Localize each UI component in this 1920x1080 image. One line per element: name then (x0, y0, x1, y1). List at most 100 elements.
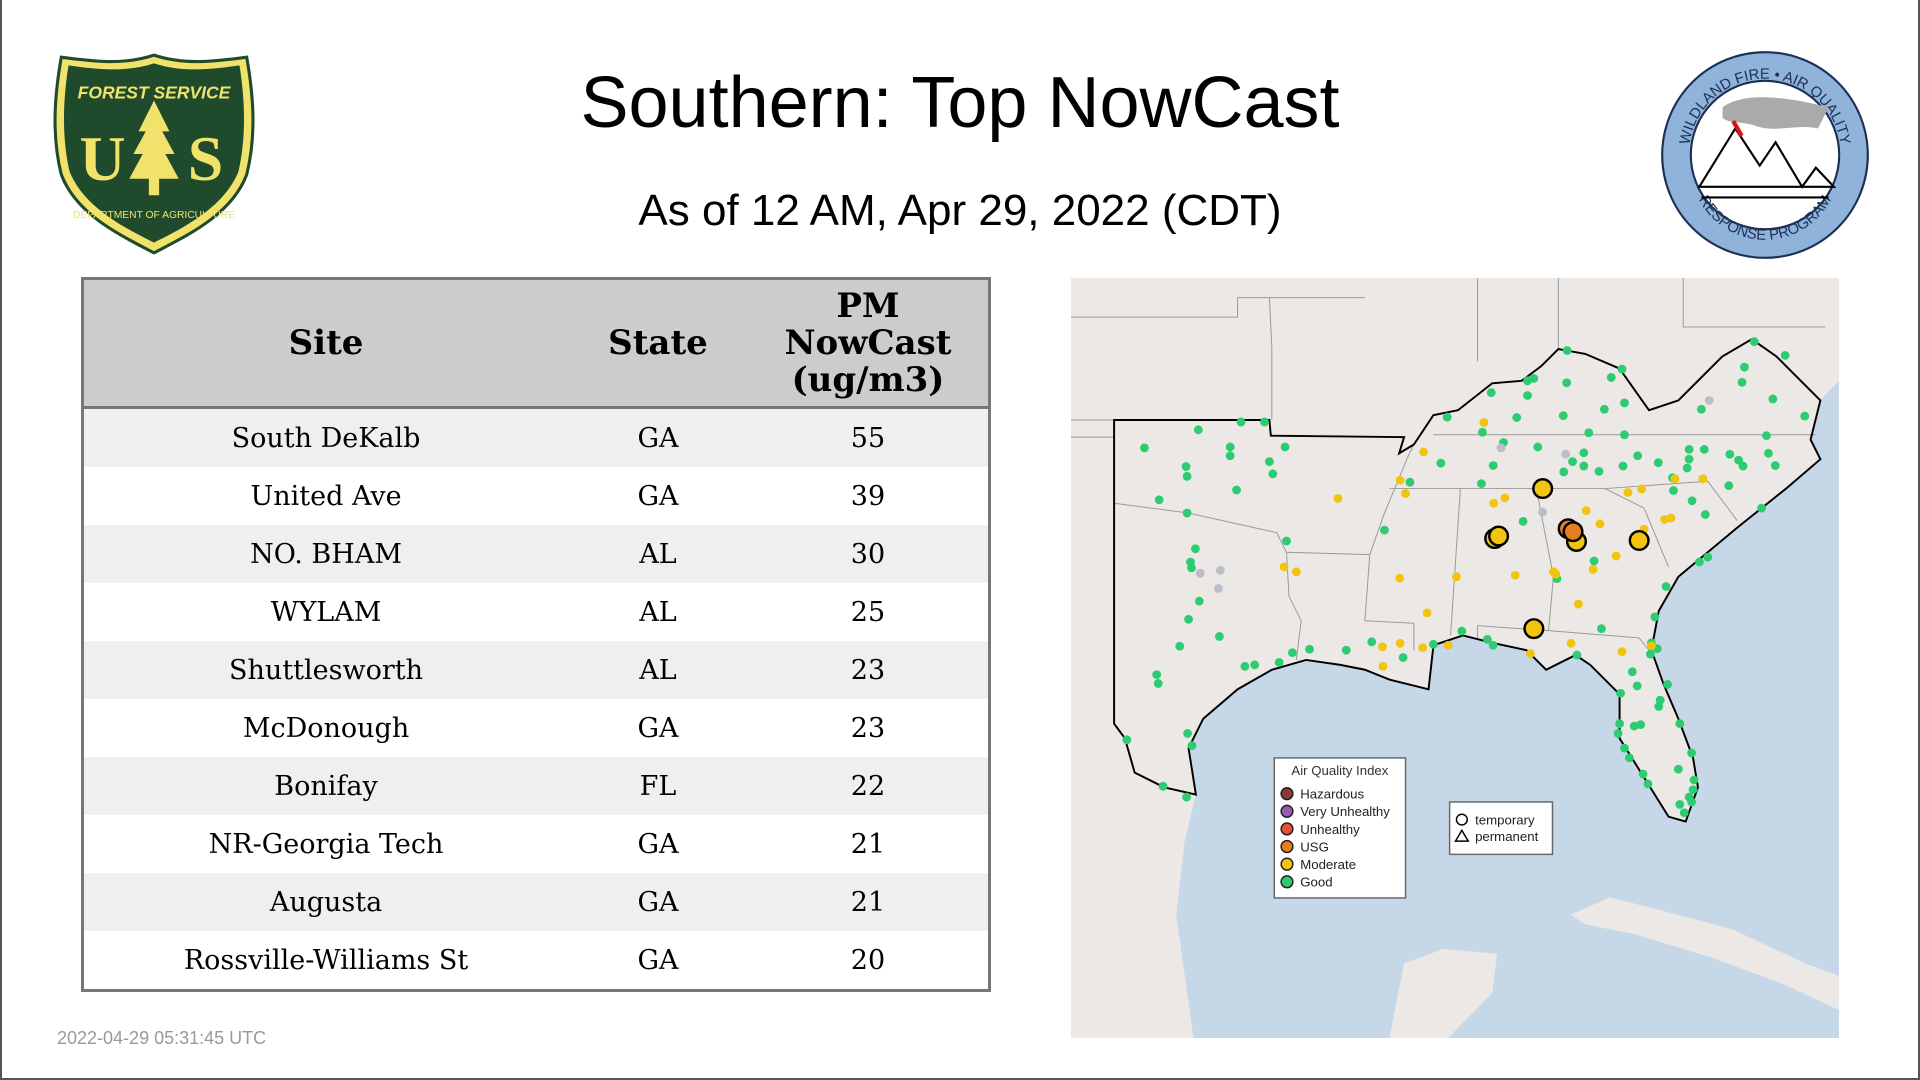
site-marker-good[interactable] (1687, 748, 1696, 758)
site-marker-good[interactable] (1562, 378, 1572, 388)
site-marker-moderate[interactable] (1378, 642, 1387, 652)
site-marker-moderate[interactable] (1422, 608, 1432, 618)
site-marker-good[interactable] (1442, 412, 1452, 422)
site-marker-good[interactable] (1558, 411, 1568, 421)
site-marker-good[interactable] (1663, 680, 1672, 689)
site-marker-good[interactable] (1512, 413, 1522, 422)
site-marker-good[interactable] (1158, 781, 1168, 791)
site-marker-moderate[interactable] (1378, 661, 1388, 671)
site-marker-moderate[interactable] (1500, 493, 1510, 503)
site-marker-good[interactable] (1699, 444, 1709, 454)
site-marker-good[interactable] (1762, 431, 1771, 441)
site-marker-good[interactable] (1187, 741, 1197, 751)
site-marker-good[interactable] (1800, 411, 1810, 421)
site-marker-moderate[interactable] (1647, 641, 1656, 651)
site-marker-good[interactable] (1488, 640, 1498, 650)
site-marker-no-data[interactable] (1704, 396, 1714, 405)
site-marker-good[interactable] (1618, 461, 1628, 471)
site-marker-good[interactable] (1341, 645, 1351, 655)
site-marker-moderate[interactable] (1479, 418, 1489, 427)
site-marker-moderate[interactable] (1670, 474, 1680, 484)
site-marker-good[interactable] (1700, 510, 1710, 519)
site-marker-moderate[interactable] (1611, 551, 1621, 561)
site-marker-good[interactable] (1638, 769, 1648, 779)
site-marker-moderate[interactable] (1279, 562, 1289, 572)
site-marker-good[interactable] (1687, 797, 1696, 807)
site-marker-good[interactable] (1780, 350, 1790, 360)
site-marker-good[interactable] (1154, 495, 1164, 505)
site-marker-good[interactable] (1486, 388, 1496, 397)
site-marker-no-data[interactable] (1496, 443, 1506, 453)
site-marker-good[interactable] (1757, 503, 1767, 513)
site-marker-good[interactable] (1632, 681, 1642, 691)
site-marker-moderate[interactable] (1395, 638, 1405, 648)
site-marker-moderate[interactable] (1291, 567, 1301, 577)
site-marker-good[interactable] (1654, 702, 1664, 711)
site-marker-good[interactable] (1579, 448, 1589, 458)
site-marker-good[interactable] (1225, 442, 1235, 452)
site-marker-good[interactable] (1669, 486, 1678, 495)
site-marker-good[interactable] (1152, 670, 1162, 680)
site-marker-good[interactable] (1579, 461, 1589, 471)
site-marker-good[interactable] (1568, 457, 1577, 467)
site-marker-moderate[interactable] (1526, 649, 1535, 658)
site-marker-good[interactable] (1613, 729, 1623, 738)
site-marker-good[interactable] (1274, 658, 1284, 667)
site-marker-good[interactable] (1305, 644, 1314, 654)
site-marker-good[interactable] (1615, 719, 1624, 729)
site-marker-moderate[interactable] (1698, 474, 1708, 484)
site-marker-good[interactable] (1703, 552, 1713, 562)
site-marker-good[interactable] (1518, 516, 1528, 526)
site-marker-good[interactable] (1183, 729, 1192, 738)
site-marker-good[interactable] (1653, 458, 1663, 468)
site-marker-good[interactable] (1650, 612, 1660, 622)
site-marker-good[interactable] (1181, 462, 1191, 471)
site-marker-good[interactable] (1589, 556, 1599, 566)
site-marker-good[interactable] (1478, 427, 1487, 437)
site-marker-good[interactable] (1687, 496, 1697, 506)
site-marker-good[interactable] (1737, 377, 1747, 387)
site-marker-good[interactable] (1597, 624, 1606, 634)
top-site-marker-moderate[interactable] (1532, 478, 1554, 500)
site-marker-moderate[interactable] (1510, 570, 1520, 580)
site-marker-moderate[interactable] (1574, 599, 1583, 609)
site-marker-good[interactable] (1620, 743, 1629, 753)
site-marker-good[interactable] (1488, 461, 1498, 470)
site-marker-good[interactable] (1182, 471, 1192, 481)
site-marker-good[interactable] (1153, 679, 1163, 688)
site-marker-good[interactable] (1636, 720, 1646, 730)
site-marker-good[interactable] (1436, 458, 1446, 468)
site-marker-no-data[interactable] (1195, 568, 1205, 578)
site-marker-good[interactable] (1268, 469, 1278, 479)
site-marker-good[interactable] (1175, 641, 1185, 651)
site-marker-good[interactable] (1187, 563, 1196, 573)
site-marker-good[interactable] (1250, 660, 1260, 670)
site-marker-good[interactable] (1675, 800, 1685, 809)
site-marker-good[interactable] (1380, 525, 1389, 535)
site-marker-good[interactable] (1624, 753, 1634, 763)
site-marker-moderate[interactable] (1617, 647, 1627, 657)
site-marker-moderate[interactable] (1401, 489, 1410, 498)
site-marker-good[interactable] (1232, 485, 1241, 495)
site-marker-good[interactable] (1215, 632, 1224, 641)
site-marker-good[interactable] (1599, 404, 1609, 414)
site-marker-moderate[interactable] (1588, 564, 1598, 574)
site-marker-good[interactable] (1689, 775, 1699, 785)
site-marker-good[interactable] (1620, 430, 1629, 440)
site-marker-good[interactable] (1616, 688, 1625, 698)
site-marker-good[interactable] (1764, 448, 1773, 458)
site-marker-moderate[interactable] (1395, 573, 1405, 583)
site-marker-good[interactable] (1429, 639, 1438, 649)
site-marker-good[interactable] (1768, 394, 1778, 404)
site-marker-moderate[interactable] (1623, 488, 1633, 497)
top-site-marker-usg[interactable] (1562, 521, 1584, 543)
site-marker-good[interactable] (1684, 454, 1694, 464)
site-marker-good[interactable] (1225, 451, 1235, 461)
site-marker-moderate[interactable] (1452, 572, 1461, 582)
site-marker-good[interactable] (1529, 373, 1539, 383)
site-marker-moderate[interactable] (1595, 519, 1605, 529)
site-marker-good[interactable] (1236, 417, 1246, 427)
top-site-marker-moderate[interactable] (1628, 529, 1650, 552)
site-marker-good[interactable] (1643, 779, 1653, 789)
site-marker-good[interactable] (1584, 428, 1594, 438)
